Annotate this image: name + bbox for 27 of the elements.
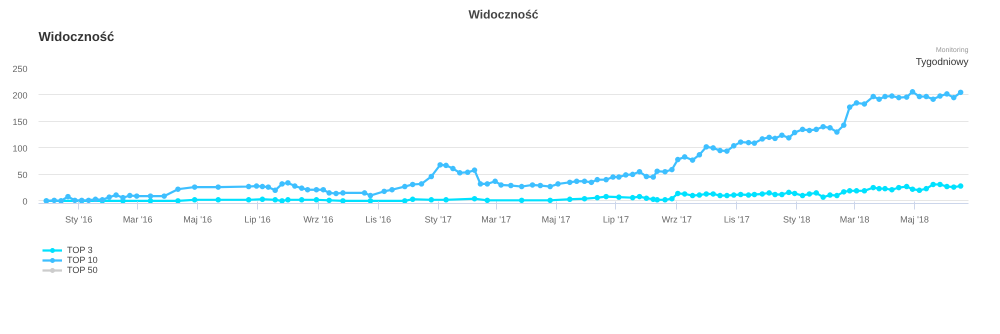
x-tick-label: Wrz '16 — [303, 214, 334, 224]
x-tick-label: Mar '17 — [481, 214, 512, 224]
text: Tygodniowy — [916, 57, 969, 68]
legend-label: TOP 10 — [67, 255, 98, 265]
y-tick-label: 100 — [12, 143, 28, 154]
y-tick-label: 50 — [17, 170, 28, 180]
x-tick-label: Lis '16 — [365, 214, 392, 224]
x-tick-label: Lis '17 — [724, 214, 750, 224]
legend-label: TOP 50 — [67, 265, 98, 275]
x-tick-label: Lip '17 — [602, 214, 630, 224]
chart-title: Widoczność — [468, 8, 539, 22]
y-tick-label: 250 — [12, 64, 28, 74]
y-tick-label: 150 — [12, 116, 28, 127]
legend-label: TOP 3 — [67, 245, 93, 255]
x-tick-label: Sty '17 — [424, 214, 452, 224]
x-tick-label: Maj '17 — [542, 214, 570, 224]
x-tick-label: Sty '18 — [783, 214, 810, 224]
y-tick-label: 200 — [12, 90, 28, 100]
text: Widoczność — [38, 29, 114, 44]
x-tick-label: Maj '18 — [900, 214, 929, 224]
x-tick-label: Mar '16 — [122, 214, 153, 224]
x-tick-label: Mar '18 — [840, 214, 870, 224]
x-tick-label: Lip '16 — [244, 214, 271, 224]
y-tick-label: 0 — [22, 196, 28, 206]
x-tick-label: Wrz '17 — [662, 214, 692, 224]
x-tick-label: Sty '16 — [65, 214, 92, 224]
x-tick-label: Maj '16 — [183, 214, 212, 224]
